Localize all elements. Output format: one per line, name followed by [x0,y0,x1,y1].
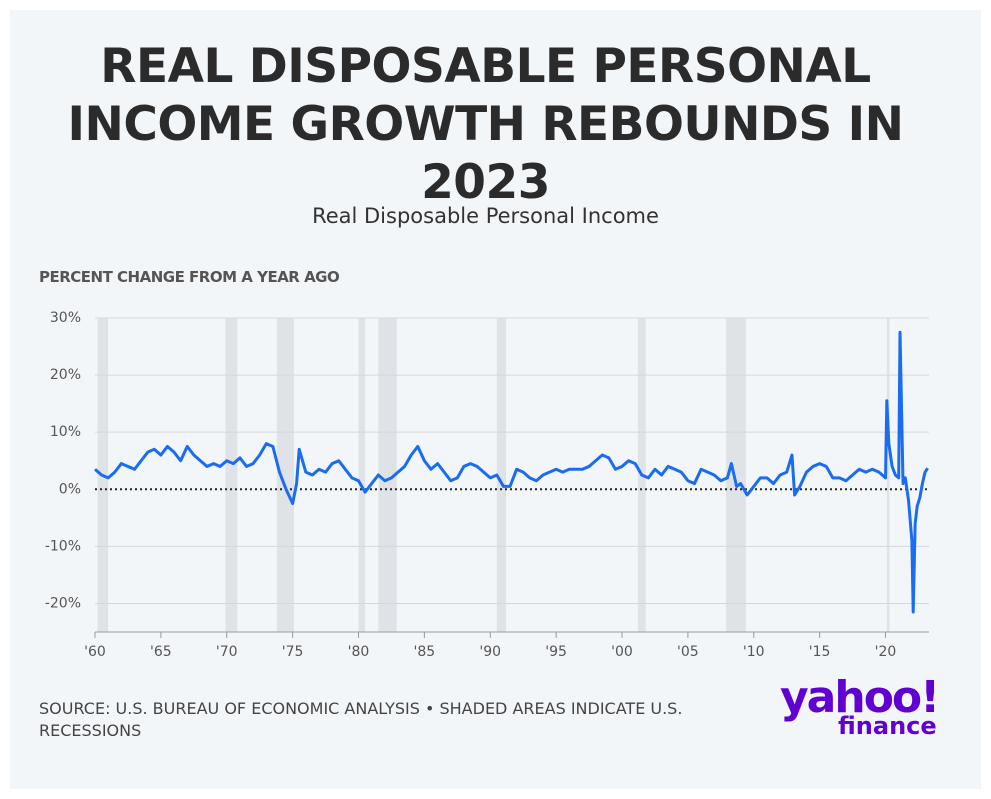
logo: yahoo! [780,672,940,723]
recession-band [496,318,507,632]
y-axis-label: PERCENT CHANGE FROM A YEAR AGO [39,268,340,286]
chart-title: REAL DISPOSABLE PERSONAL INCOME GROWTH R… [67,39,904,210]
data-line [94,330,929,614]
x-tick-label: '15 [809,644,831,660]
x-tick-label: '95 [545,644,567,660]
logo: finance [838,712,937,740]
x-tick-label: '10 [743,644,765,660]
y-tick-label: 10% [50,424,81,440]
y-tick-label: 20% [50,367,81,383]
x-tick-label: '65 [150,644,172,660]
card [10,10,981,789]
x-tick-label: '20 [875,644,897,660]
recession-band [886,318,890,632]
chart-subtitle: Real Disposable Personal Income [312,204,659,228]
source-note: SOURCE: U.S. BUREAU OF ECONOMIC ANALYSIS… [39,699,683,740]
x-tick-label: '70 [216,644,238,660]
recession-band [276,318,294,632]
y-tick-label: 30% [50,310,81,326]
recession-band [378,318,397,632]
y-tick-label: -20% [45,595,81,611]
x-tick-label: '00 [611,644,633,660]
x-tick-label: '60 [84,644,106,660]
x-tick-label: '85 [414,644,436,660]
y-tick-label: 0% [59,481,81,497]
x-tick-label: '05 [677,644,699,660]
recession-band [726,318,746,632]
x-tick-label: '75 [282,644,304,660]
recession-band [358,318,366,632]
y-tick-label: -10% [45,538,81,554]
recession-band [225,318,238,632]
x-tick-label: '80 [348,644,370,660]
x-tick-label: '90 [479,644,501,660]
